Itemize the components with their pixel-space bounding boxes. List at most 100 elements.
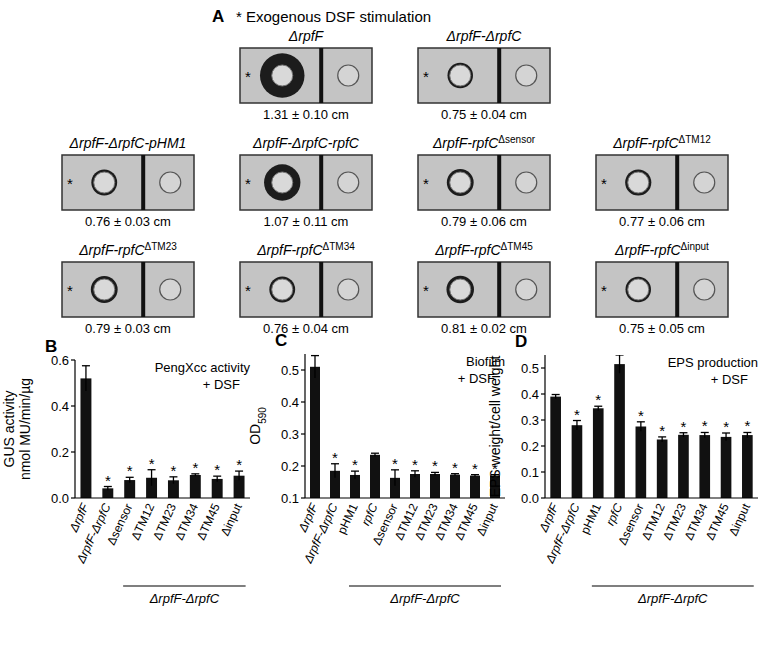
- y-tick-label: 0.2: [51, 445, 69, 460]
- y-tick: [71, 451, 75, 452]
- strain-label: ΔrpfF-rpfCΔinput: [614, 241, 709, 259]
- strain-name: ΔrpfF-rpfC: [612, 135, 679, 151]
- significance: *: [105, 472, 111, 489]
- error-cap: [552, 394, 560, 395]
- divider: [319, 155, 323, 210]
- significance: *: [432, 457, 438, 474]
- chart: B*******0.00.20.40.6GUS activitynmol MU/…: [1, 337, 250, 606]
- divider: [141, 262, 145, 317]
- halo-size: 0.76 ± 0.03 cm: [85, 214, 171, 229]
- x-tick-label: Δinput: [218, 501, 245, 538]
- strain-name: ΔrpfF-rpfC: [78, 242, 145, 258]
- halo: [625, 277, 651, 303]
- plate-bg: [62, 155, 194, 210]
- marker: *: [67, 175, 73, 192]
- divider: [319, 48, 323, 103]
- y-axis: [304, 354, 305, 498]
- error-bar: [552, 395, 560, 399]
- error-bar: [148, 470, 156, 486]
- y-tick-label: 0.4: [51, 399, 69, 414]
- colony: [94, 279, 115, 300]
- marks: [80, 366, 244, 498]
- divider: [497, 48, 501, 103]
- y-tick-label: 0.6: [51, 353, 69, 368]
- error-bar: [371, 453, 379, 456]
- y-tick-label: 0.5: [521, 361, 539, 376]
- strain-name: ΔrpfF-rpfC: [614, 242, 681, 258]
- strain-label: ΔrpfF-ΔrpfC-pHM1: [69, 135, 187, 151]
- x-tick-label: ΔTM45: [703, 501, 732, 542]
- colony: [628, 172, 649, 193]
- colony: [516, 279, 537, 300]
- colony: [628, 279, 649, 300]
- title: PengXcc activity: [155, 360, 251, 375]
- strain-name: ΔrpfF-ΔrpfC: [446, 28, 523, 44]
- plate-bg: [62, 262, 194, 317]
- bar: [742, 435, 753, 498]
- x-tick-label: Δsensor: [369, 501, 400, 547]
- bar: [636, 427, 647, 499]
- colony: [516, 172, 537, 193]
- plate: ΔrpfF-ΔrpfC-pHM1 * 0.76 ± 0.03 cm: [62, 135, 194, 229]
- significance: *: [744, 417, 750, 434]
- y-tick: [301, 433, 305, 434]
- colony: [338, 279, 359, 300]
- x-tick-label: ΔrpfF-ΔrpfC: [542, 501, 582, 566]
- halo: [269, 277, 295, 303]
- y-tick: [301, 369, 305, 370]
- marker: *: [601, 175, 607, 192]
- significance: *: [702, 417, 708, 434]
- significance: *: [723, 418, 729, 435]
- error-stem: [151, 470, 152, 486]
- y-tick-label: 0.4: [281, 395, 299, 410]
- plate: ΔrpfF-rpfCΔTM12*0.77 ± 0.06 cm: [596, 134, 728, 230]
- strain-sup: ΔTM12: [679, 134, 712, 145]
- plate-bg: [240, 48, 372, 103]
- colony: [272, 172, 293, 193]
- error-cap: [311, 355, 319, 356]
- marker: *: [245, 175, 251, 192]
- y-tick-label: 0.3: [521, 413, 539, 428]
- x-tick-label: Δsensor: [615, 501, 646, 547]
- halo-size: 0.79 ± 0.03 cm: [85, 321, 171, 336]
- strain-label: ΔrpfF-rpfCΔTM23: [78, 241, 177, 259]
- bar: [699, 435, 710, 498]
- divider: [675, 155, 679, 210]
- significance: *: [681, 418, 687, 435]
- plate-bg: [596, 262, 728, 317]
- x-tick-label: ΔTM45: [194, 501, 223, 542]
- y-tick-label: 0.2: [281, 459, 299, 474]
- marker: *: [245, 282, 251, 299]
- marker: *: [67, 282, 73, 299]
- halo: [91, 170, 117, 196]
- error-cap: [82, 365, 90, 366]
- bar: [80, 378, 91, 498]
- marks: [550, 355, 752, 498]
- halo-size: 1.31 ± 0.10 cm: [263, 107, 349, 122]
- divider: [497, 155, 501, 210]
- y-tick: [541, 419, 545, 420]
- error-stem: [85, 366, 86, 391]
- strain-label: ΔrpfF-rpfCΔsensor: [432, 134, 536, 152]
- bar: [212, 479, 223, 498]
- plate-bg: [240, 155, 372, 210]
- x-axis: [75, 497, 250, 498]
- bar: [410, 474, 420, 498]
- y-tick: [71, 405, 75, 406]
- y-axis: [74, 360, 75, 498]
- y-tick: [71, 359, 75, 360]
- marker: *: [423, 175, 429, 192]
- colony: [450, 172, 471, 193]
- x-tick-label: ΔrpfF-ΔrpfC: [301, 501, 341, 566]
- y-label-sub: 590: [257, 407, 268, 424]
- halo: [447, 169, 474, 196]
- group-bracket: [123, 585, 246, 586]
- plate: ΔrpfF-rpfCΔTM34*0.76 ± 0.04 cm: [240, 241, 372, 337]
- group-label: ΔrpfF-ΔrpfC: [149, 591, 220, 606]
- error-stem: [619, 355, 620, 373]
- x-tick-label: Δinput: [726, 501, 753, 538]
- error-bar: [616, 355, 624, 373]
- plate: ΔrpfF-rpfCΔTM23 * 0.79 ± 0.03 cm: [62, 241, 194, 337]
- halo: [625, 169, 651, 195]
- group-bracket: [592, 585, 754, 586]
